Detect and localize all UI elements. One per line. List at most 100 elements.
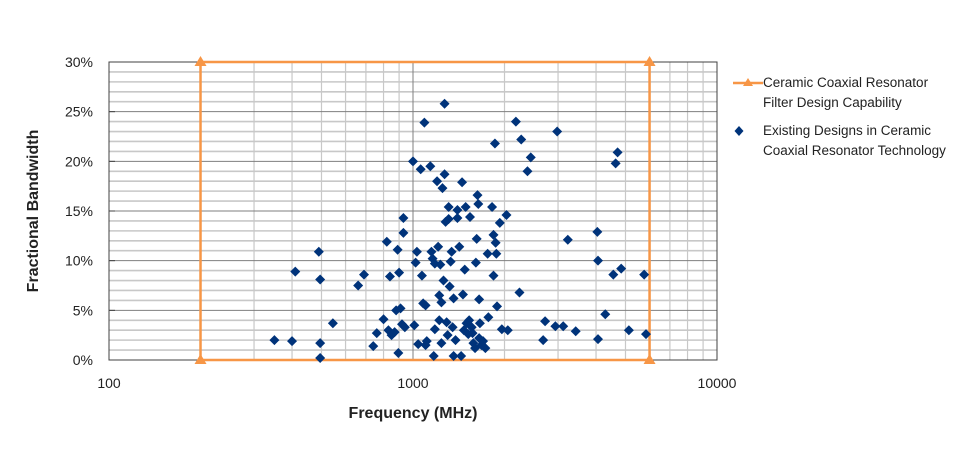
design-point-diamond-icon (457, 177, 468, 188)
major-gridlines (109, 62, 717, 360)
design-point-diamond-icon (425, 161, 436, 172)
design-point-diamond-icon (510, 116, 521, 127)
design-point-diamond-icon (501, 209, 512, 220)
x-tick-label: 10000 (698, 375, 737, 391)
design-point-diamond-icon (368, 341, 379, 352)
design-point-diamond-icon (419, 117, 430, 128)
legend: Ceramic Coaxial Resonator Filter Design … (733, 73, 979, 169)
y-tick-label: 15% (65, 203, 93, 219)
design-point-diamond-icon (525, 152, 536, 163)
design-point-diamond-icon (473, 199, 484, 210)
design-point-diamond-icon (474, 294, 485, 305)
design-point-diamond-icon (616, 263, 627, 274)
design-point-diamond-icon (445, 256, 456, 267)
design-point-diamond-icon (315, 338, 326, 349)
legend-entry-designs: Existing Designs in Ceramic Coaxial Reso… (733, 121, 979, 161)
design-point-diamond-icon (457, 289, 468, 300)
design-point-diamond-icon (389, 327, 400, 338)
design-point-diamond-icon (439, 169, 450, 180)
design-point-diamond-icon (460, 202, 471, 213)
design-point-diamond-icon (454, 241, 465, 252)
design-point-diamond-icon (465, 211, 476, 222)
legend-label-designs-2: Coaxial Resonator Technology (763, 143, 946, 158)
legend-label-designs-1: Existing Designs in Ceramic (763, 123, 932, 138)
design-point-diamond-icon (434, 315, 445, 326)
design-point-diamond-icon (395, 303, 406, 314)
y-tick-label: 5% (73, 302, 93, 318)
design-point-diamond-icon (443, 202, 454, 213)
design-point-diamond-icon (421, 336, 432, 347)
design-point-diamond-icon (410, 257, 421, 268)
design-point-diamond-icon (359, 269, 370, 280)
design-point-diamond-icon (562, 234, 573, 245)
design-point-diamond-icon (433, 241, 444, 252)
design-point-diamond-icon (470, 257, 481, 268)
design-point-diamond-icon (480, 343, 491, 354)
orange-line-triangle-icon (733, 78, 763, 86)
design-point-diamond-icon (446, 246, 457, 257)
legend-label-capability-2: Filter Design Capability (763, 95, 902, 110)
design-point-diamond-icon (472, 190, 483, 201)
design-point-diamond-icon (471, 233, 482, 244)
design-point-diamond-icon (315, 353, 326, 364)
design-point-diamond-icon (492, 301, 503, 312)
design-point-diamond-icon (371, 328, 382, 339)
design-point-diamond-icon (436, 338, 447, 349)
design-point-diamond-icon (456, 351, 467, 362)
design-point-diamond-icon (540, 316, 551, 327)
design-point-diamond-icon (441, 317, 452, 328)
design-point-diamond-icon (452, 205, 463, 216)
y-axis-ticks: 0% 5% 10% 15% 20% 25% 30% (65, 54, 115, 368)
x-tick-label: 1000 (397, 375, 428, 391)
y-tick-label: 10% (65, 253, 93, 269)
design-point-diamond-icon (467, 328, 478, 339)
design-point-diamond-icon (452, 212, 463, 223)
triangle-marker-icon (194, 56, 207, 66)
design-point-diamond-icon (416, 270, 427, 281)
legend-entry-capability: Ceramic Coaxial Resonator Filter Design … (733, 73, 979, 113)
design-point-diamond-icon (600, 309, 611, 320)
design-point-diamond-icon (378, 314, 389, 325)
design-point-diamond-icon (399, 322, 410, 333)
design-point-diamond-icon (392, 244, 403, 255)
design-point-diamond-icon (516, 134, 527, 145)
design-point-diamond-icon (608, 269, 619, 280)
design-point-diamond-icon (502, 325, 513, 336)
design-point-diamond-icon (408, 156, 418, 167)
design-point-diamond-icon (398, 227, 409, 238)
design-point-diamond-icon (474, 318, 485, 329)
design-point-diamond-icon (398, 212, 409, 223)
x-axis-ticks: 100 1000 10000 (97, 375, 736, 391)
design-point-diamond-icon (442, 330, 453, 341)
design-point-diamond-icon (439, 98, 450, 109)
triangle-marker-icon (643, 56, 656, 66)
design-point-diamond-icon (269, 335, 280, 346)
design-point-diamond-icon (592, 255, 603, 266)
x-tick-label: 100 (97, 375, 121, 391)
triangle-marker-icon (194, 354, 207, 364)
y-tick-label: 30% (65, 54, 93, 70)
design-point-diamond-icon (384, 271, 395, 282)
design-point-diamond-icon (415, 164, 426, 175)
design-point-diamond-icon (435, 259, 446, 270)
design-point-diamond-icon (315, 274, 326, 285)
design-point-diamond-icon (438, 275, 449, 286)
design-point-diamond-icon (592, 226, 603, 237)
design-point-diamond-icon (443, 213, 454, 224)
design-point-diamond-icon (426, 246, 437, 257)
design-point-diamond-icon (538, 335, 549, 346)
design-point-diamond-icon (428, 351, 439, 362)
triangle-marker-icon (643, 354, 656, 364)
design-point-diamond-icon (450, 335, 461, 346)
design-point-diamond-icon (413, 339, 424, 350)
design-point-diamond-icon (444, 281, 455, 292)
y-axis-title: Fractional Bandwidth (25, 130, 42, 293)
design-point-diamond-icon (447, 322, 458, 333)
design-point-diamond-icon (466, 322, 477, 333)
design-point-diamond-icon (592, 334, 603, 345)
design-point-diamond-icon (488, 229, 499, 240)
design-point-diamond-icon (313, 246, 324, 257)
design-point-diamond-icon (612, 147, 623, 158)
